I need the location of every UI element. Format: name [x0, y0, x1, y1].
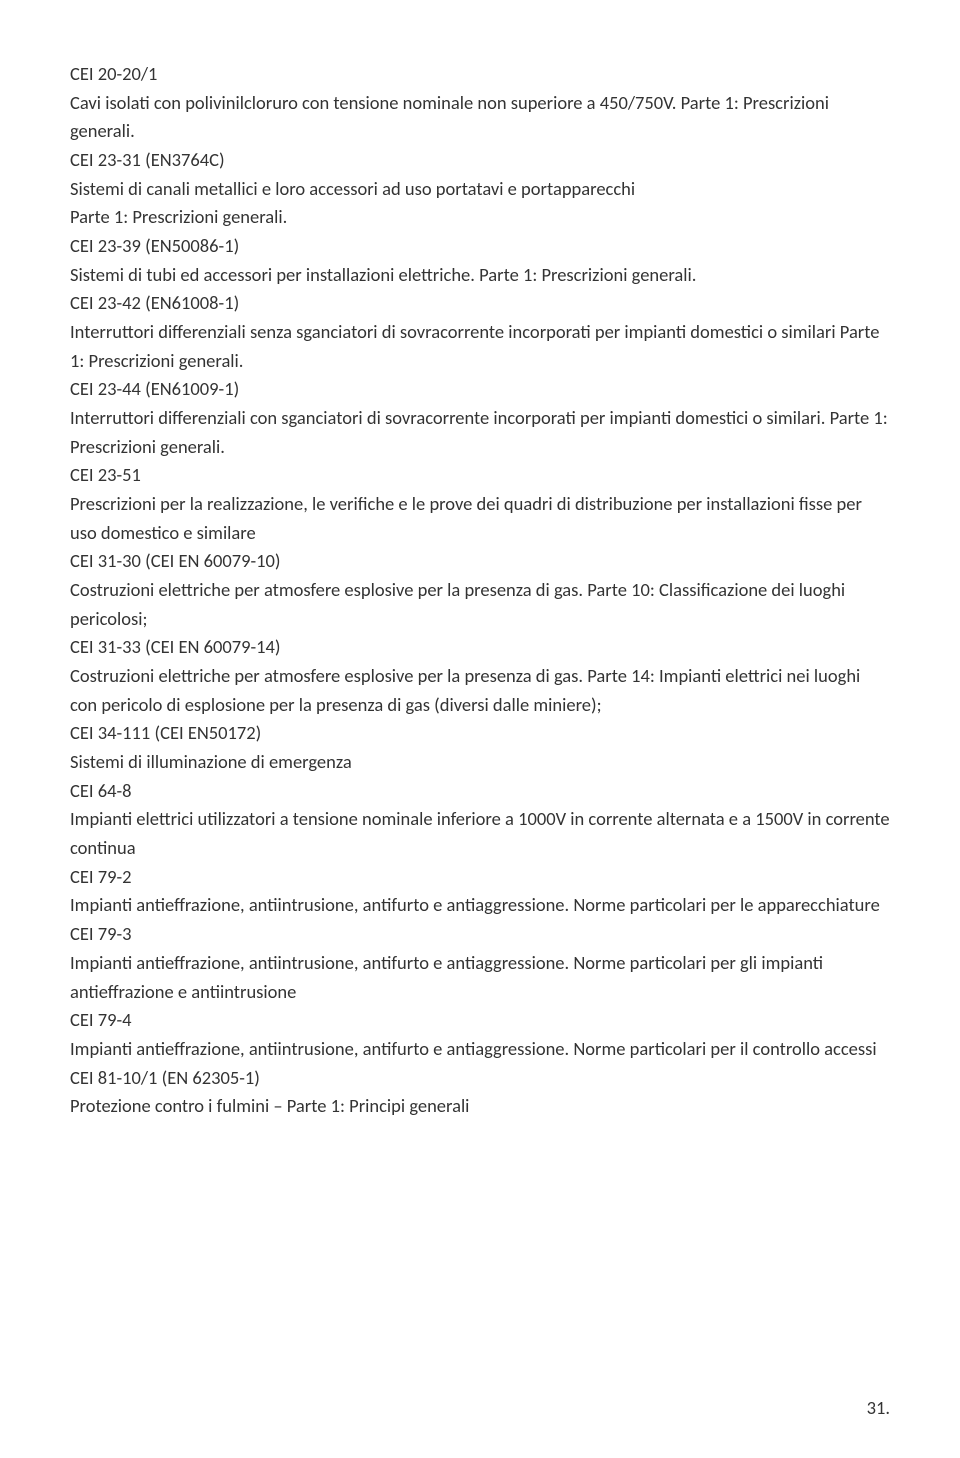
standard-code: CEI 81-10/1 (EN 62305-1) [70, 1064, 890, 1093]
standard-description: Protezione contro i fulmini – Parte 1: P… [70, 1092, 890, 1121]
standard-entry: CEI 23-42 (EN61008-1)Interruttori differ… [70, 289, 890, 375]
standard-entry: Parte 1: Prescrizioni generali. [70, 203, 890, 232]
standard-entry: CEI 31-33 (CEI EN 60079-14)Costruzioni e… [70, 633, 890, 719]
standard-description: Sistemi di illuminazione di emergenza [70, 748, 890, 777]
page-number: 31. [867, 1394, 890, 1423]
standard-entry: CEI 23-39 (EN50086-1)Sistemi di tubi ed … [70, 232, 890, 289]
standard-description: Prescrizioni per la realizzazione, le ve… [70, 490, 890, 547]
standard-entry: CEI 23-44 (EN61009-1)Interruttori differ… [70, 375, 890, 461]
standard-entry: CEI 31-30 (CEI EN 60079-10)Costruzioni e… [70, 547, 890, 633]
standard-code: CEI 23-42 (EN61008-1) [70, 289, 890, 318]
standard-description: Sistemi di canali metallici e loro acces… [70, 175, 890, 204]
standard-code: CEI 79-4 [70, 1006, 890, 1035]
standard-entry: CEI 23-31 (EN3764C)Sistemi di canali met… [70, 146, 890, 203]
standard-description: Cavi isolati con polivinilcloruro con te… [70, 89, 890, 146]
standard-description: Parte 1: Prescrizioni generali. [70, 203, 890, 232]
standard-description: Impianti antieffrazione, antiintrusione,… [70, 949, 890, 1006]
standard-description: Impianti antieffrazione, antiintrusione,… [70, 1035, 890, 1064]
standard-entry: CEI 34-111 (CEI EN50172)Sistemi di illum… [70, 719, 890, 776]
standard-code: CEI 23-39 (EN50086-1) [70, 232, 890, 261]
standard-description: Sistemi di tubi ed accessori per install… [70, 261, 890, 290]
standard-entry: CEI 64-8Impianti elettrici utilizzatori … [70, 777, 890, 863]
standard-code: CEI 79-2 [70, 863, 890, 892]
standard-description: Interruttori differenziali senza sgancia… [70, 318, 890, 375]
standard-code: CEI 20-20/1 [70, 60, 890, 89]
standard-description: Impianti elettrici utilizzatori a tensio… [70, 805, 890, 862]
standard-entry: CEI 20-20/1Cavi isolati con polivinilclo… [70, 60, 890, 146]
standard-entry: CEI 79-3Impianti antieffrazione, antiint… [70, 920, 890, 1006]
standard-code: CEI 34-111 (CEI EN50172) [70, 719, 890, 748]
standard-code: CEI 79-3 [70, 920, 890, 949]
standard-description: Impianti antieffrazione, antiintrusione,… [70, 891, 890, 920]
standard-entry: CEI 79-4Impianti antieffrazione, antiint… [70, 1006, 890, 1063]
standard-code: CEI 31-33 (CEI EN 60079-14) [70, 633, 890, 662]
standard-description: Interruttori differenziali con sganciato… [70, 404, 890, 461]
standard-entry: CEI 79-2Impianti antieffrazione, antiint… [70, 863, 890, 920]
standard-description: Costruzioni elettriche per atmosfere esp… [70, 576, 890, 633]
standard-description: Costruzioni elettriche per atmosfere esp… [70, 662, 890, 719]
standard-entry: CEI 81-10/1 (EN 62305-1) Protezione cont… [70, 1064, 890, 1121]
standard-code: CEI 64-8 [70, 777, 890, 806]
standard-code: CEI 23-51 [70, 461, 890, 490]
standards-list: CEI 20-20/1Cavi isolati con polivinilclo… [70, 60, 890, 1121]
standard-code: CEI 31-30 (CEI EN 60079-10) [70, 547, 890, 576]
standard-entry: CEI 23-51Prescrizioni per la realizzazio… [70, 461, 890, 547]
standard-code: CEI 23-44 (EN61009-1) [70, 375, 890, 404]
standard-code: CEI 23-31 (EN3764C) [70, 146, 890, 175]
